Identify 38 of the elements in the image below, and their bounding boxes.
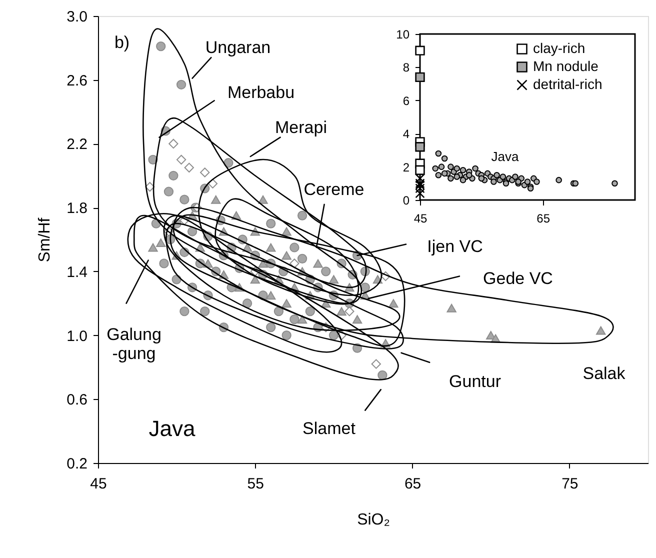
x-tick-label: 45 bbox=[414, 212, 428, 226]
y-tick-label: 2.2 bbox=[66, 136, 88, 154]
y-tick-label: 1.0 bbox=[66, 328, 88, 345]
annotation: Ijen VC bbox=[427, 237, 483, 256]
y-tick-label: 10 bbox=[396, 28, 410, 42]
annotation: Java bbox=[491, 149, 520, 164]
annotation: Guntur bbox=[449, 372, 502, 391]
y-tick-label: 0.2 bbox=[66, 456, 88, 472]
x-tick-label: 65 bbox=[536, 212, 550, 226]
y-tick-label: 1.8 bbox=[66, 200, 88, 218]
x-tick-label: 75 bbox=[562, 476, 578, 492]
x-tick-label: 55 bbox=[247, 476, 264, 492]
annotation: b) bbox=[114, 33, 130, 52]
y-tick-label: 3.0 bbox=[66, 8, 88, 26]
x-axis-title: SiO₂ bbox=[357, 512, 390, 528]
annotation: Cereme bbox=[304, 180, 364, 199]
annotation: Java bbox=[148, 416, 196, 441]
annotation: Gede VC bbox=[483, 269, 553, 288]
legend-label: detrital-rich bbox=[533, 76, 602, 92]
y-tick-label: 1.4 bbox=[66, 264, 88, 281]
annotation: Salak bbox=[582, 364, 626, 383]
x-tick-label: 65 bbox=[404, 476, 422, 492]
annotation: Merbabu bbox=[227, 83, 295, 102]
y-axis-title: Sm/Hf bbox=[36, 217, 54, 262]
x-tick-label: 45 bbox=[90, 476, 107, 492]
annotation: Merapi bbox=[275, 118, 327, 137]
annotation: Ungaran bbox=[205, 38, 271, 57]
y-tick-label: 2.6 bbox=[66, 72, 88, 90]
legend-label: clay-rich bbox=[533, 40, 586, 56]
legend-label: Mn nodule bbox=[533, 58, 599, 74]
y-tick-label: 4 bbox=[402, 127, 410, 142]
y-tick-label: 0 bbox=[402, 194, 410, 208]
annotation: Galung -gung bbox=[106, 325, 162, 363]
y-tick-label: 6 bbox=[402, 94, 410, 108]
y-tick-label: 8 bbox=[402, 60, 410, 75]
y-tick-label: 2 bbox=[402, 160, 410, 174]
y-tick-label: 0.6 bbox=[66, 392, 88, 409]
annotation: Slamet bbox=[302, 419, 356, 438]
